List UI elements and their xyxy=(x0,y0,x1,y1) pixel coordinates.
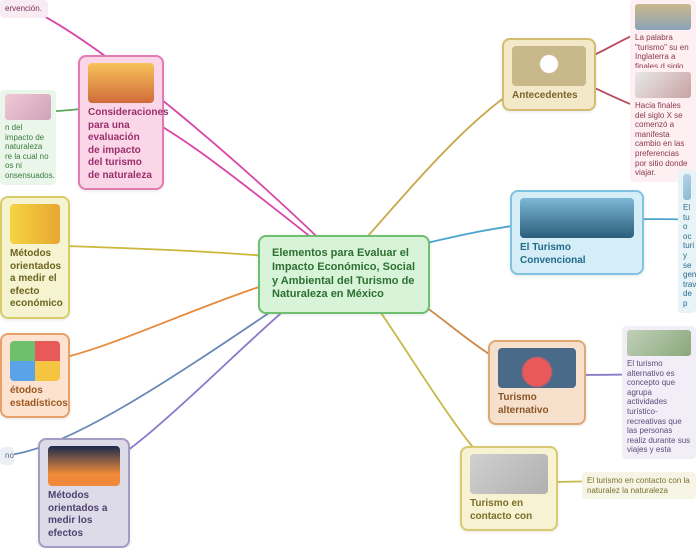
note-note-intervencion[interactable]: ervención. xyxy=(0,0,48,18)
note-note-no[interactable]: no xyxy=(0,447,14,465)
topic-node-antecedentes[interactable]: Antecedentes xyxy=(502,38,596,111)
topic-label: Turismo alternativo xyxy=(498,392,576,417)
topic-label: El Turismo Convencional xyxy=(520,242,634,267)
topic-image xyxy=(10,341,60,381)
topic-image xyxy=(48,446,120,486)
note-note-contacto-nat[interactable]: El turismo en contacto con la naturalez … xyxy=(582,472,696,499)
note-image xyxy=(635,4,691,30)
note-image xyxy=(627,330,691,356)
topic-image xyxy=(520,198,634,238)
center-label: Elementos para Evaluar el Impacto Económ… xyxy=(272,247,415,300)
topic-image xyxy=(498,348,576,388)
topic-image xyxy=(88,63,154,103)
topic-node-metodos-amb[interactable]: Métodos orientados a medir los efectos xyxy=(38,438,130,548)
topic-label: Turismo en contacto con xyxy=(470,498,548,523)
note-note-impacto-nat[interactable]: n del impacto de naturaleza re la cual n… xyxy=(0,90,56,185)
note-image xyxy=(683,174,691,200)
topic-node-turismo-contacto[interactable]: Turismo en contacto con xyxy=(460,446,558,531)
topic-image xyxy=(470,454,548,494)
topic-node-metodos-estad[interactable]: étodos estadísticos xyxy=(0,333,70,418)
note-text: El turismo alternativo es concepto que a… xyxy=(627,359,690,454)
note-text: Hacia finales del siglo X se comenzó a m… xyxy=(635,101,687,177)
topic-node-metodos-econ[interactable]: Métodos orientados a medir el efecto eco… xyxy=(0,196,70,319)
topic-label: Consideraciones para una evaluación de i… xyxy=(88,107,154,182)
note-text: El turismo en contacto con la naturalez … xyxy=(587,476,690,495)
note-note-turismo-oc[interactable]: El tu o oc turi y se gen trav de p xyxy=(678,170,696,313)
topic-label: étodos estadísticos xyxy=(10,385,60,410)
note-text: El tu o oc turi y se gen trav de p xyxy=(683,203,696,308)
note-text: ervención. xyxy=(5,4,42,13)
topic-node-turismo-alt[interactable]: Turismo alternativo xyxy=(488,340,586,425)
note-image xyxy=(635,72,691,98)
note-text: no xyxy=(5,451,14,460)
topic-node-turismo-conv[interactable]: El Turismo Convencional xyxy=(510,190,644,275)
topic-label: Métodos orientados a medir el efecto eco… xyxy=(10,248,60,311)
topic-image xyxy=(512,46,586,86)
note-image xyxy=(5,94,51,120)
topic-node-consideraciones[interactable]: Consideraciones para una evaluación de i… xyxy=(78,55,164,190)
center-node[interactable]: Elementos para Evaluar el Impacto Económ… xyxy=(258,235,430,314)
note-text: n del impacto de naturaleza re la cual n… xyxy=(5,123,55,180)
note-note-alt-concepto[interactable]: El turismo alternativo es concepto que a… xyxy=(622,326,696,459)
topic-image xyxy=(10,204,60,244)
note-note-hacia[interactable]: Hacia finales del siglo X se comenzó a m… xyxy=(630,68,696,182)
topic-label: Métodos orientados a medir los efectos xyxy=(48,490,120,540)
topic-label: Antecedentes xyxy=(512,90,586,103)
